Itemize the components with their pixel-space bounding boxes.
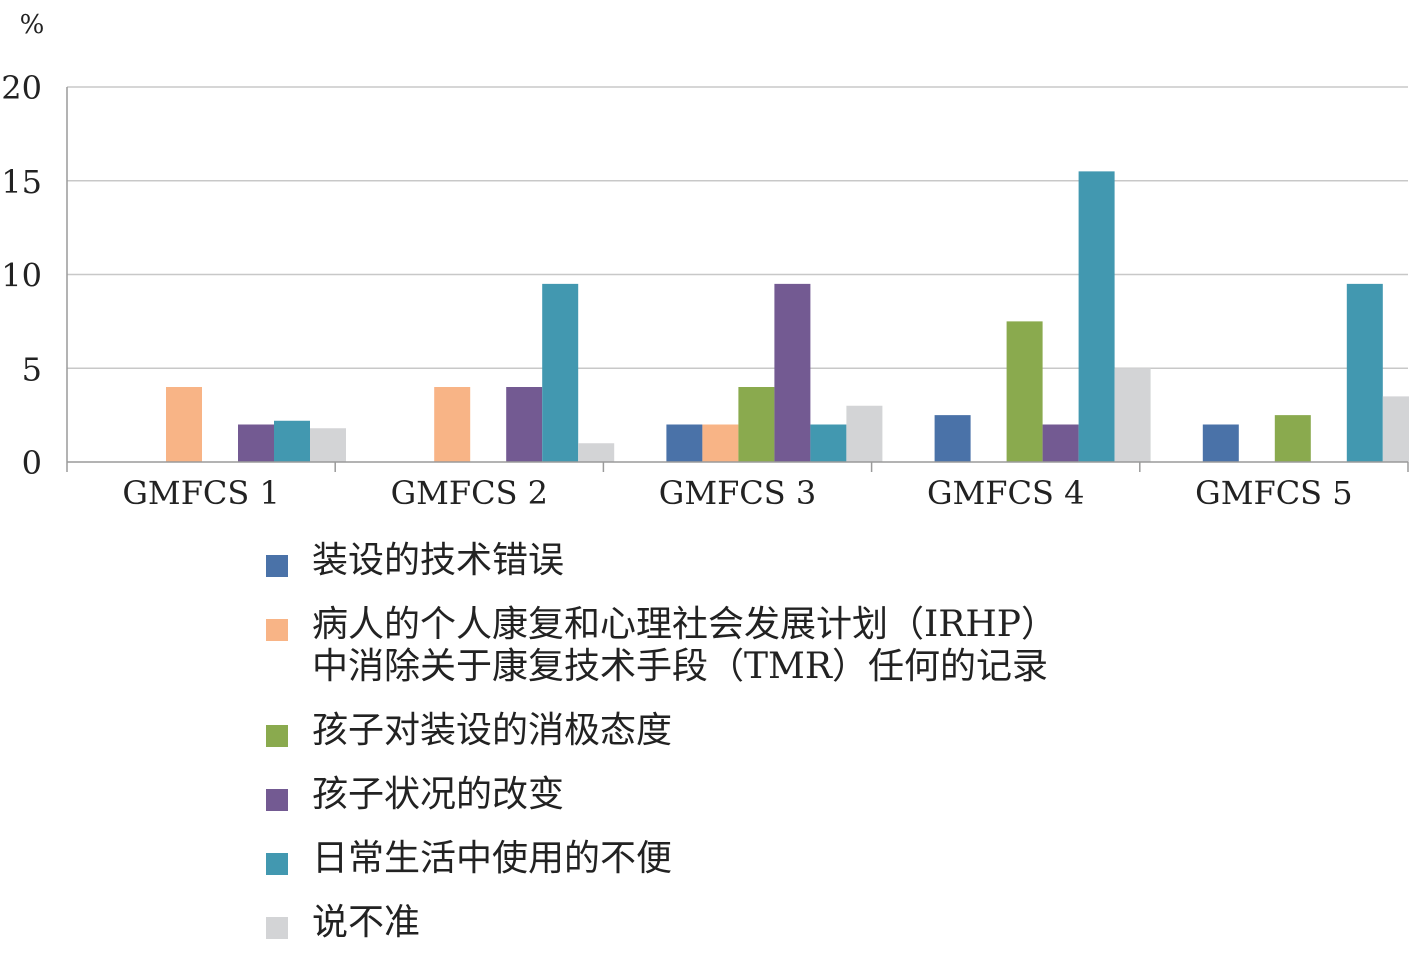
- legend-swatch: [266, 789, 288, 811]
- legend-label: 孩子对装设的消极态度: [312, 710, 673, 751]
- bars: [166, 171, 1409, 462]
- legend-label: 说不准: [312, 902, 421, 943]
- legend-item: 说不准: [266, 902, 1386, 944]
- gridlines: [67, 86, 1408, 369]
- legend-label: 病人的个人康复和心理社会发展计划（IRHP） 中消除关于康复技术手段（TMR）任…: [312, 604, 1057, 687]
- legend-item: 病人的个人康复和心理社会发展计划（IRHP） 中消除关于康复技术手段（TMR）任…: [266, 604, 1386, 688]
- bar: [810, 424, 847, 462]
- legend-swatch: [266, 619, 288, 641]
- y-tick-label: 20: [1, 69, 42, 107]
- legend-swatch: [266, 725, 288, 747]
- legend-item: 装设的技术错误: [266, 540, 1386, 582]
- x-tick-label: GMFCS 3: [659, 474, 816, 512]
- bar: [238, 424, 274, 462]
- legend-label: 装设的技术错误: [312, 540, 565, 581]
- bar: [846, 405, 883, 462]
- legend-label: 孩子状况的改变: [312, 774, 565, 815]
- bar-chart: % 0 5 10 15 20 GMFCS 1 GMFCS 2 GMFCS 3 GMFCS 4 GMF…: [1, 10, 1409, 512]
- bar: [1274, 415, 1311, 462]
- bar: [578, 443, 615, 462]
- bar: [506, 387, 543, 462]
- bar: [1346, 283, 1383, 462]
- tick-labels: % 0 5 10 15 20 GMFCS 1 GMFCS 2 GMFCS 3 GMFCS 4 GMF…: [1, 10, 1352, 512]
- bar: [1114, 368, 1151, 462]
- legend-swatch: [266, 853, 288, 875]
- legend-swatch: [266, 555, 288, 577]
- legend-item: 孩子状况的改变: [266, 774, 1386, 816]
- y-tick-label: 15: [1, 163, 42, 201]
- y-tick-label: 5: [22, 350, 42, 388]
- legend-swatch: [266, 917, 288, 939]
- bar: [542, 283, 579, 462]
- x-tick-label: GMFCS 5: [1195, 474, 1352, 512]
- y-tick-label: 10: [1, 257, 42, 295]
- axes: [66, 87, 1409, 472]
- bar: [934, 415, 971, 462]
- bar: [310, 428, 346, 462]
- x-tick-label: GMFCS 2: [391, 474, 548, 512]
- bar: [702, 424, 739, 462]
- bar: [1006, 321, 1043, 462]
- bar: [1382, 396, 1409, 462]
- bar: [774, 283, 811, 462]
- bar: [166, 387, 202, 462]
- y-tick-label: 0: [22, 444, 42, 482]
- legend-item: 日常生活中使用的不便: [266, 838, 1386, 880]
- legend-label: 日常生活中使用的不便: [312, 838, 673, 879]
- bar: [434, 387, 471, 462]
- bar: [1202, 424, 1239, 462]
- bar: [1042, 424, 1079, 462]
- x-tick-label: GMFCS 4: [927, 474, 1084, 512]
- bar: [274, 420, 310, 462]
- y-unit-label: %: [20, 10, 45, 40]
- x-tick-label: GMFCS 1: [122, 474, 279, 512]
- legend-item: 孩子对装设的消极态度: [266, 710, 1386, 752]
- bar: [738, 387, 775, 462]
- legend: 装设的技术错误 病人的个人康复和心理社会发展计划（IRHP） 中消除关于康复技术…: [266, 540, 1386, 944]
- bar: [666, 424, 703, 462]
- bar: [1078, 171, 1115, 462]
